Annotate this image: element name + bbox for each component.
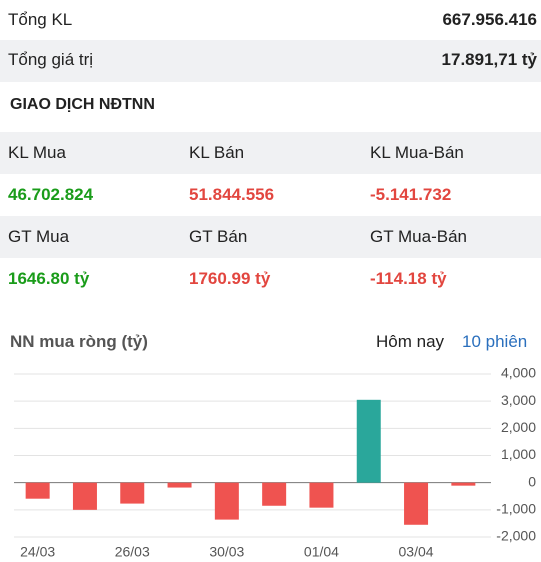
cell-value: 51.844.556	[189, 185, 275, 204]
cell-value: 1760.99 tỷ	[189, 269, 271, 288]
column-header: KL Bán	[189, 143, 245, 162]
x-tick-label: 03/04	[399, 544, 434, 560]
summary-row: Tổng KL 667.956.416	[0, 0, 541, 42]
bar	[451, 482, 476, 486]
value: 667.956.416	[442, 10, 537, 29]
label: Tổng KL	[8, 10, 73, 29]
column-header: KL Mua-Bán	[370, 143, 464, 162]
cell-value: 46.702.824	[8, 185, 94, 204]
y-tick-label: 2,000	[501, 419, 536, 435]
table-row: 1646.80 tỷ 1760.99 tỷ -114.18 tỷ	[0, 258, 541, 300]
y-tick-label: 1,000	[501, 446, 536, 462]
value: 17.891,71 tỷ	[441, 50, 537, 69]
cell-value: 1646.80 tỷ	[8, 269, 90, 288]
y-tick-label: -2,000	[496, 528, 536, 544]
table-row: KL Mua KL Bán KL Mua-Bán	[0, 132, 541, 174]
bar	[72, 482, 97, 510]
table-row: GT Mua GT Bán GT Mua-Bán	[0, 216, 541, 258]
y-tick-label: -1,000	[496, 501, 536, 517]
column-header: KL Mua	[8, 143, 66, 162]
table-row: 46.702.824 51.844.556 -5.141.732	[0, 174, 541, 216]
column-header: GT Mua-Bán	[370, 227, 468, 246]
bar	[262, 482, 287, 506]
tab[interactable]: 10 phiên	[462, 332, 528, 351]
bar	[120, 482, 145, 504]
y-tick-label: 4,000	[501, 365, 536, 381]
cell-value: -5.141.732	[370, 185, 452, 204]
bar	[309, 482, 334, 508]
summary-row: Tổng giá trị 17.891,71 tỷ	[0, 40, 541, 82]
x-tick-label: 30/03	[209, 544, 244, 560]
bar	[25, 482, 50, 499]
bar	[167, 482, 192, 488]
y-tick-label: 0	[528, 473, 536, 489]
column-header: GT Mua	[8, 227, 70, 246]
bar	[356, 399, 381, 483]
y-tick-label: 3,000	[501, 392, 536, 408]
cell-value: -114.18 tỷ	[370, 269, 447, 288]
column-header: GT Bán	[189, 227, 248, 246]
tab[interactable]: Hôm nay	[376, 332, 445, 351]
bar	[214, 482, 239, 520]
label: Tổng giá trị	[8, 50, 94, 69]
x-tick-label: 26/03	[115, 544, 150, 560]
chart: 4,000 3,000 2,000 1,000 0 -1,000 -2,000 24/03 26…	[14, 365, 536, 560]
section-title: GIAO DỊCH NĐTNN	[10, 96, 155, 113]
chart-title: NN mua ròng (tỷ)	[10, 332, 148, 351]
x-tick-label: 01/04	[304, 544, 339, 560]
bar	[404, 482, 429, 525]
x-tick-label: 24/03	[20, 544, 55, 560]
